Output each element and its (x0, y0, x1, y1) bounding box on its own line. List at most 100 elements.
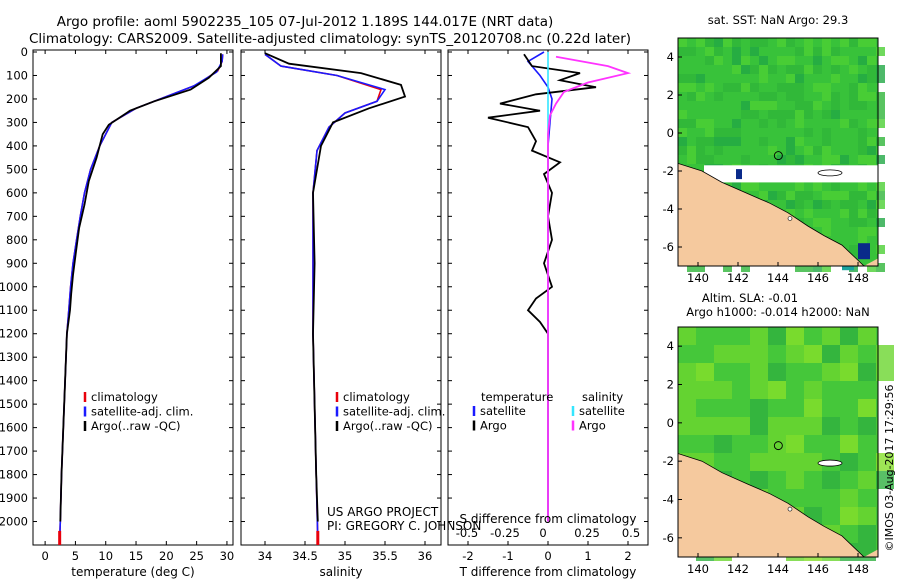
map-cell (822, 263, 831, 272)
map-cell (732, 47, 741, 56)
depth-tick-label: 300 (6, 115, 28, 129)
series-line-argo---raw--qc- (264, 52, 407, 522)
map-cell (705, 137, 714, 146)
map-cell (786, 83, 795, 92)
map-cell (840, 327, 858, 345)
map-x-tick-label: 142 (727, 271, 749, 285)
map-cell (858, 92, 867, 101)
depth-tick-label: 500 (6, 162, 28, 176)
map-cell (768, 146, 777, 155)
legend-label: Argo(..raw -QC) (343, 419, 433, 433)
depth-tick-label: 2000 (0, 515, 28, 529)
x-tick-label: -1 (502, 549, 513, 563)
map-cell (750, 101, 759, 110)
map-cell (732, 137, 741, 146)
map-cell (840, 56, 849, 65)
map-cell (795, 182, 804, 191)
map-cell (822, 218, 831, 227)
map-cell (678, 47, 687, 56)
map-cell (696, 38, 705, 47)
legend-header: salinity (582, 390, 623, 404)
map-cell (876, 191, 885, 200)
map-cell (858, 83, 867, 92)
map-cell (750, 453, 768, 471)
map-cell (768, 435, 786, 453)
map-cell (867, 137, 876, 146)
map-cell (840, 38, 849, 47)
map-cell (741, 263, 750, 272)
map-cell (786, 417, 804, 435)
map-cell (696, 155, 705, 164)
map-cell (858, 56, 867, 65)
map-cell (768, 417, 786, 435)
series-line-satellite-adj--clim- (264, 53, 387, 541)
depth-tick-label: 1400 (0, 374, 28, 388)
depth-tick-label: 1500 (0, 397, 28, 411)
map-cell (768, 327, 786, 345)
series-line-satellite-adj--clim- (58, 54, 224, 541)
legend-label: satellite-adj. clim. (91, 405, 193, 419)
map-cell (786, 92, 795, 101)
map-cell (876, 218, 885, 227)
map-cell (867, 38, 876, 47)
map-cell (858, 182, 867, 191)
map-cell (795, 119, 804, 128)
map-cell (840, 119, 849, 128)
map-cell (786, 435, 804, 453)
map-cell (813, 65, 822, 74)
title-line-1: Argo profile: aoml 5902235_105 07-Jul-20… (57, 14, 554, 30)
map-cell (831, 74, 840, 83)
map-cell (678, 399, 696, 417)
map-y-tick-label: 2 (667, 378, 674, 392)
map-cell (849, 209, 858, 218)
map-cell (876, 363, 894, 381)
map-cell (831, 47, 840, 56)
map-cell (714, 435, 732, 453)
argo-location-marker (773, 151, 783, 161)
map-cell (849, 83, 858, 92)
map-cell (858, 191, 867, 200)
map-cell (804, 417, 822, 435)
map-cell (840, 200, 849, 209)
map-cell (804, 381, 822, 399)
map-cell (849, 65, 858, 74)
legend-label: Argo(..raw -QC) (91, 419, 181, 433)
map-cell (750, 327, 768, 345)
map-cell (822, 146, 831, 155)
map-cell (858, 363, 876, 381)
map-x-tick-label: 148 (847, 271, 869, 285)
map-cell (831, 56, 840, 65)
map-cell (750, 110, 759, 119)
map-cell (705, 83, 714, 92)
map-cell (786, 453, 804, 471)
map-cell (678, 327, 696, 345)
map-cell (813, 56, 822, 65)
depth-tick-label: 1300 (0, 350, 28, 364)
map-cell (732, 83, 741, 92)
map-cell (849, 119, 858, 128)
salinity-panel (240, 49, 442, 546)
map-cell (822, 38, 831, 47)
map-cell (786, 327, 804, 345)
map-cell (714, 146, 723, 155)
map-cell (858, 101, 867, 110)
map-cell (750, 399, 768, 417)
map-cell (687, 74, 696, 83)
map-cell (732, 38, 741, 47)
legend-header: temperature (481, 390, 553, 404)
map-cell (777, 56, 786, 65)
map-cell (786, 74, 795, 83)
map-cell (840, 489, 858, 507)
map-cell (849, 38, 858, 47)
map-cell (822, 155, 831, 164)
map-cell (858, 236, 867, 245)
map-cell (804, 453, 822, 471)
map-cell (822, 110, 831, 119)
map-cell (678, 74, 687, 83)
map-cell (831, 65, 840, 74)
x2-tick-label: -0.5 (456, 526, 478, 540)
map-cell (840, 155, 849, 164)
map-cell (876, 200, 885, 209)
map-cell (768, 110, 777, 119)
map-cell (804, 101, 813, 110)
